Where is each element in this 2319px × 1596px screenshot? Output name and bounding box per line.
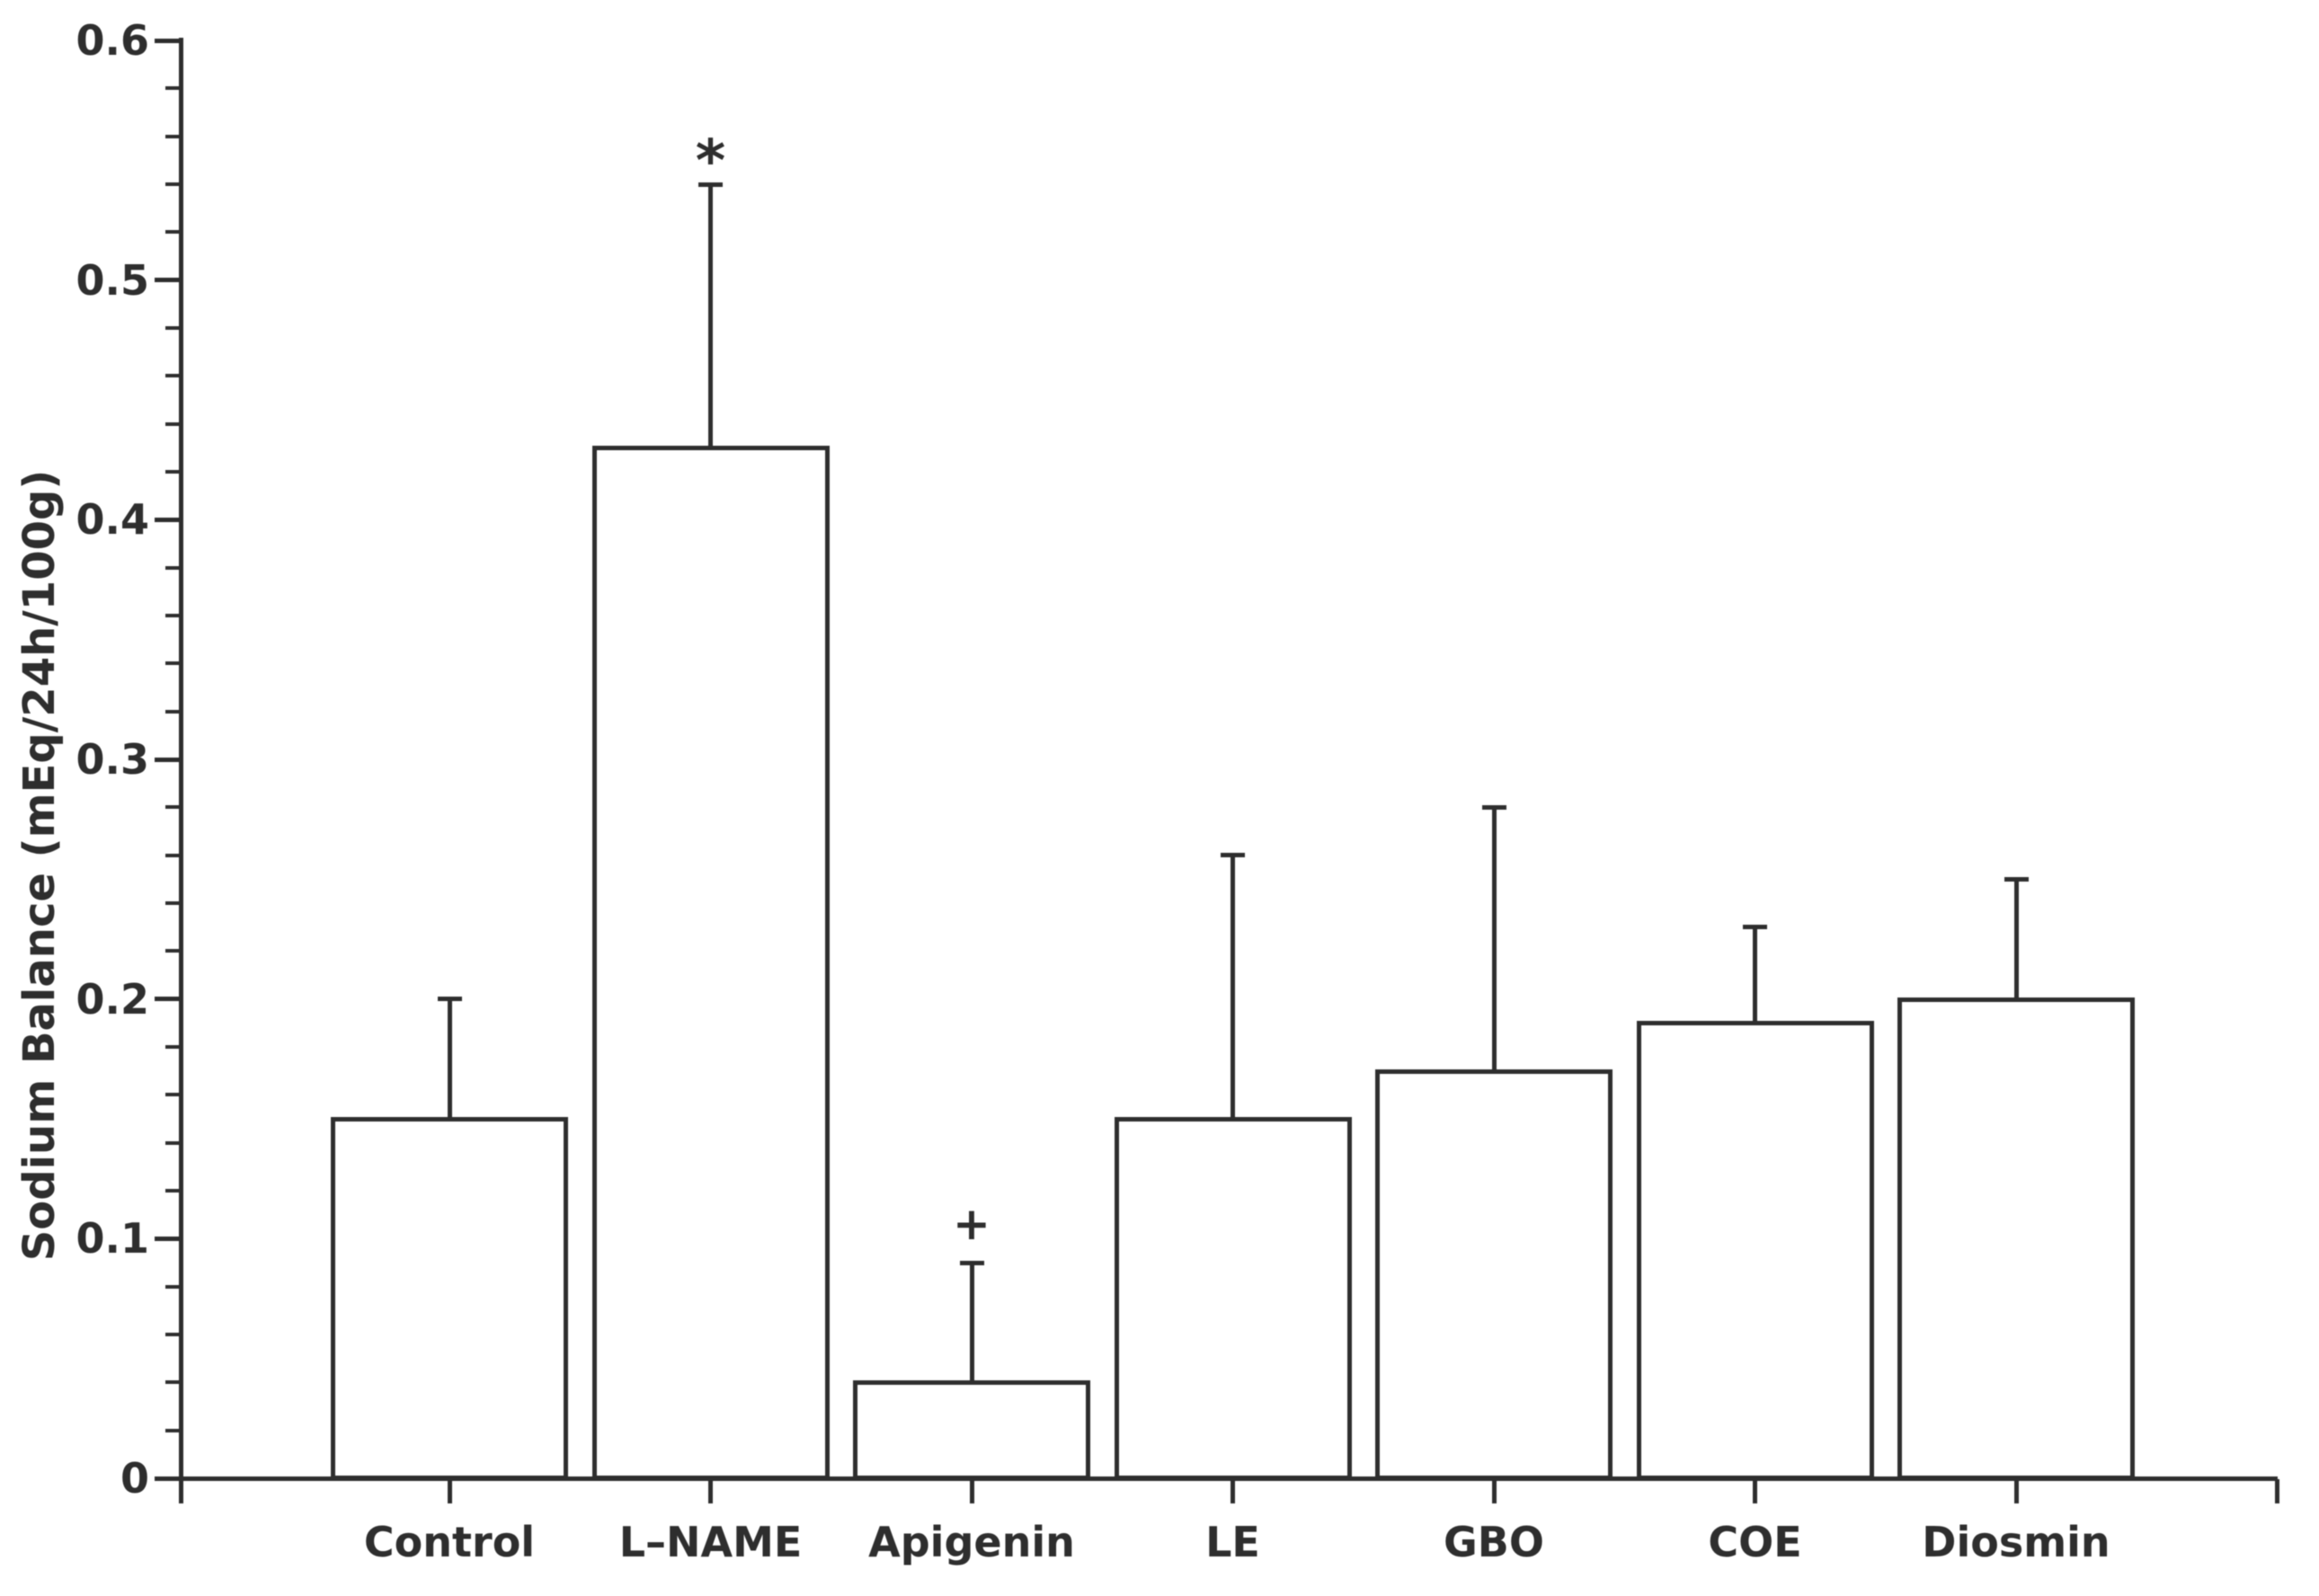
x-tick-label: L–NAME — [618, 1518, 803, 1566]
significance-annotation: + — [900, 1183, 1044, 1264]
x-category-tick — [969, 1481, 974, 1503]
y-major-tick — [155, 517, 179, 522]
y-minor-tick — [165, 901, 179, 905]
error-bar-stem — [708, 184, 713, 448]
y-tick-label: 0.2 — [76, 974, 150, 1024]
error-bar-cap — [1221, 853, 1245, 858]
bar-l-name — [591, 446, 830, 1480]
x-tick-label: Diosmin — [1922, 1518, 2110, 1566]
significance-annotation: * — [639, 104, 783, 195]
error-bar-stem — [1231, 855, 1235, 1119]
error-bar-stem — [447, 998, 452, 1119]
error-bar-cap — [1743, 925, 1767, 930]
y-tick-label: 0.3 — [76, 735, 150, 784]
y-minor-tick — [165, 1380, 179, 1385]
y-minor-tick — [165, 470, 179, 474]
error-bar-stem — [2013, 879, 2019, 999]
bar-apigenin — [853, 1380, 1090, 1480]
y-minor-tick — [165, 1284, 179, 1289]
bar-control — [331, 1117, 568, 1480]
y-major-tick — [155, 997, 179, 1002]
x-tick-label: LE — [1205, 1518, 1260, 1566]
x-category-tick — [1231, 1481, 1235, 1503]
x-tick-label: COE — [1708, 1518, 1802, 1566]
y-minor-tick — [165, 1045, 179, 1049]
error-bar-cap — [437, 997, 462, 1002]
y-minor-tick — [165, 421, 179, 426]
y-minor-tick — [165, 1140, 179, 1145]
x-tick-label: Apigenin — [868, 1518, 1075, 1566]
y-minor-tick — [165, 565, 179, 570]
x-category-tick — [447, 1481, 452, 1503]
y-tick-label: 0 — [120, 1454, 149, 1503]
y-major-tick — [155, 1476, 179, 1481]
y-minor-tick — [165, 614, 179, 617]
y-major-tick — [155, 38, 179, 43]
error-bar-stem — [969, 1263, 974, 1383]
y-minor-tick — [165, 709, 179, 714]
error-bar-cap — [959, 1260, 984, 1265]
y-tick-label: 0.1 — [76, 1214, 150, 1264]
y-minor-tick — [165, 86, 179, 91]
y-tick-label: 0.5 — [76, 255, 150, 305]
y-major-tick — [155, 757, 179, 762]
y-minor-tick — [165, 230, 179, 235]
significance-symbol: * — [695, 129, 726, 196]
y-tick-label: 0.4 — [76, 495, 150, 545]
y-minor-tick — [165, 374, 179, 378]
y-minor-tick — [165, 326, 179, 330]
error-bar-cap — [698, 182, 723, 187]
y-axis-title: Sodium Balance (mEq/24h/100g) — [14, 469, 65, 1262]
y-axis-line — [179, 38, 183, 1481]
y-major-tick — [155, 1236, 179, 1241]
x-category-tick — [2013, 1481, 2019, 1503]
x-tick-label: Control — [363, 1518, 536, 1566]
y-minor-tick — [165, 1333, 179, 1336]
error-bar-cap — [1481, 804, 1506, 810]
y-major-tick — [155, 278, 179, 283]
error-bar-stem — [1491, 807, 1497, 1071]
bar-gbo — [1375, 1068, 1613, 1480]
y-minor-tick — [165, 1093, 179, 1097]
significance-symbol: + — [953, 1198, 991, 1250]
error-bar-cap — [2004, 876, 2029, 882]
y-tick-label: 0.6 — [76, 16, 150, 65]
x-category-tick — [1753, 1481, 1757, 1503]
error-bar-stem — [1753, 927, 1757, 1024]
y-minor-tick — [165, 1428, 179, 1432]
y-minor-tick — [165, 1189, 179, 1193]
y-minor-tick — [165, 949, 179, 953]
x-origin-tick — [179, 1479, 183, 1503]
y-minor-tick — [165, 805, 179, 810]
y-minor-tick — [165, 134, 179, 138]
y-minor-tick — [165, 182, 179, 186]
x-end-tick — [2275, 1479, 2279, 1503]
x-tick-label: GBO — [1444, 1518, 1544, 1566]
x-category-tick — [1491, 1481, 1497, 1503]
bar-coe — [1636, 1021, 1874, 1480]
bar-le — [1114, 1117, 1352, 1480]
bar-diosmin — [1897, 997, 2135, 1480]
x-category-tick — [708, 1481, 713, 1503]
y-minor-tick — [165, 661, 179, 666]
y-minor-tick — [165, 853, 179, 857]
